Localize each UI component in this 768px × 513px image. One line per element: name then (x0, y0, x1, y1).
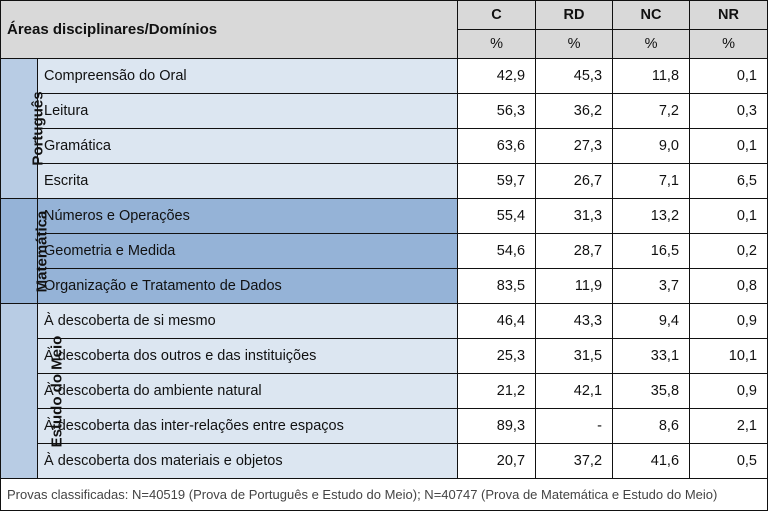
value-cell-rd: 31,3 (535, 198, 614, 234)
value-cell-c: 54,6 (457, 233, 537, 269)
value-cell-nr: 0,2 (689, 233, 768, 269)
value-cell-nc: 9,4 (612, 303, 691, 339)
domain-label: Compreensão do Oral (36, 58, 459, 94)
domain-label: À descoberta dos materiais e objetos (36, 443, 459, 479)
value-cell-rd: 42,1 (535, 373, 614, 409)
value-cell-c: 56,3 (457, 93, 537, 129)
value-cell-nr: 0,5 (689, 443, 768, 479)
value-cell-rd: 37,2 (535, 443, 614, 479)
table-row: À descoberta das inter-relações entre es… (1, 408, 768, 444)
table-row: À descoberta do ambiente natural 21,2 42,1… (1, 373, 768, 409)
table-row: Geometria e Medida 54,6 28,7 16,5 0,2 (1, 233, 768, 269)
domain-label: À descoberta de si mesmo (36, 303, 459, 339)
table-row: Leitura 56,3 36,2 7,2 0,3 (1, 93, 768, 129)
table-row: Escrita 59,7 26,7 7,1 6,5 (1, 163, 768, 199)
value-cell-rd: 36,2 (535, 93, 614, 129)
table-row: À descoberta dos materiais e objetos 20,7… (1, 443, 768, 479)
col-header-nr: NR (689, 0, 768, 30)
value-cell-nr: 0,8 (689, 268, 768, 304)
value-cell-c: 63,6 (457, 128, 537, 164)
subject-label: Português (29, 91, 47, 166)
subject-label: Matemática (33, 210, 51, 292)
value-cell-nc: 9,0 (612, 128, 691, 164)
value-cell-nc: 8,6 (612, 408, 691, 444)
value-cell-rd: 27,3 (535, 128, 614, 164)
value-cell-nr: 10,1 (689, 338, 768, 374)
domain-label: À descoberta das inter-relações entre es… (36, 408, 459, 444)
subject-label: Estudo do Meio (48, 335, 66, 447)
table-row: Organização e Tratamento de Dados 83,5 11,… (1, 268, 768, 304)
table-row: Gramática 63,6 27,3 9,0 0,1 (1, 128, 768, 164)
value-cell-rd: 31,5 (535, 338, 614, 374)
domain-label: À descoberta dos outros e das instituiçõ… (36, 338, 459, 374)
value-cell-nc: 33,1 (612, 338, 691, 374)
value-cell-nr: 0,9 (689, 303, 768, 339)
value-cell-nc: 41,6 (612, 443, 691, 479)
value-cell-nr: 0,1 (689, 128, 768, 164)
domain-label: Leitura (36, 93, 459, 129)
value-cell-nc: 11,8 (612, 58, 691, 94)
subject-cell: Português (0, 58, 47, 199)
value-cell-rd: 45,3 (535, 58, 614, 94)
unit-header: % (457, 29, 537, 59)
value-cell-c: 55,4 (457, 198, 537, 234)
value-cell-c: 21,2 (457, 373, 537, 409)
unit-header: % (612, 29, 691, 59)
value-cell-nr: 0,1 (689, 198, 768, 234)
table-row: Português Compreensão do Oral 42,9 45,3 11,8… (0, 58, 768, 199)
value-cell-nc: 35,8 (612, 373, 691, 409)
value-cell-rd: 11,9 (535, 268, 614, 304)
value-cell-nr: 0,3 (689, 93, 768, 129)
value-cell-nr: 0,1 (689, 58, 768, 94)
value-cell-c: 20,7 (457, 443, 537, 479)
value-cell-nc: 16,5 (612, 233, 691, 269)
footer-note: Provas classificadas: N=40519 (Prova de … (0, 478, 768, 511)
domain-label: Escrita (36, 163, 459, 199)
value-cell-nc: 7,2 (612, 93, 691, 129)
domain-label: Geometria e Medida (36, 233, 459, 269)
col-header-c: C (457, 0, 537, 30)
value-cell-nc: 7,1 (612, 163, 691, 199)
value-cell-rd: 26,7 (535, 163, 614, 199)
domain-label: À descoberta do ambiente natural (36, 373, 459, 409)
col-header-rd: RD (535, 0, 614, 30)
table-row: À descoberta dos outros e das instituiçõ… (1, 338, 768, 374)
unit-header: % (689, 29, 768, 59)
table-row: Estudo do Meio À descoberta de si mesmo 46… (0, 303, 768, 479)
value-cell-c: 46,4 (457, 303, 537, 339)
value-cell-rd: 28,7 (535, 233, 614, 269)
value-cell-nc: 3,7 (612, 268, 691, 304)
subject-cell: Matemática (0, 198, 50, 304)
domain-label: Gramática (36, 128, 459, 164)
value-cell-c: 42,9 (457, 58, 537, 94)
value-cell-rd: - (535, 408, 614, 444)
value-cell-c: 25,3 (457, 338, 537, 374)
value-cell-rd: 43,3 (535, 303, 614, 339)
table-row: Matemática Números e Operações 55,4 31,3 13,… (0, 198, 768, 304)
value-cell-c: 89,3 (457, 408, 537, 444)
col-header-nc: NC (612, 0, 691, 30)
unit-header: % (535, 29, 614, 59)
value-cell-nc: 13,2 (612, 198, 691, 234)
domain-label: Números e Operações (36, 198, 459, 234)
value-cell-nr: 6,5 (689, 163, 768, 199)
value-cell-nr: 0,9 (689, 373, 768, 409)
value-cell-c: 83,5 (457, 268, 537, 304)
subject-cell: Estudo do Meio (0, 303, 65, 479)
value-cell-c: 59,7 (457, 163, 537, 199)
domain-label: Organização e Tratamento de Dados (36, 268, 459, 304)
value-cell-nr: 2,1 (689, 408, 768, 444)
areas-header: Áreas disciplinares/Domínios (0, 0, 459, 59)
